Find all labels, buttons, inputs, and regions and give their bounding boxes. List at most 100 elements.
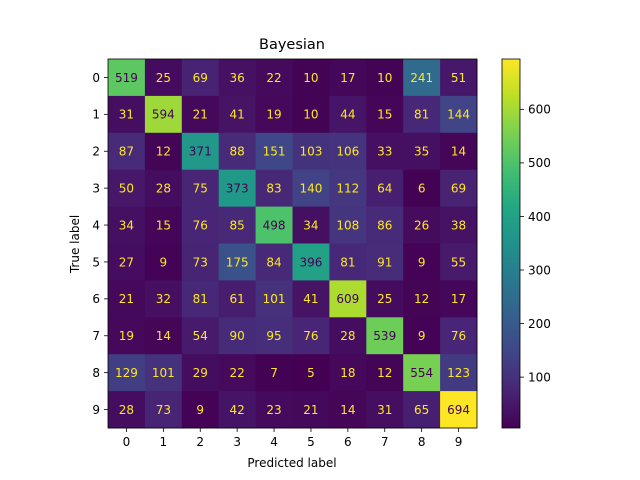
heatmap-cell: [292, 206, 330, 244]
y-tick-label: 8: [92, 366, 100, 380]
heatmap-cell: [292, 95, 330, 134]
cell-value-label: 9: [160, 255, 168, 269]
cell-value-label: 609: [336, 292, 359, 306]
heatmap-cell: [366, 95, 404, 134]
cell-value-label: 34: [303, 218, 318, 232]
cell-value-label: 396: [299, 255, 322, 269]
colorbar: [501, 58, 521, 429]
heatmap-cell: [440, 206, 478, 244]
heatmap-cell: [144, 169, 183, 207]
heatmap-cell: [255, 132, 293, 171]
cell-value-label: 90: [230, 329, 245, 343]
heatmap-cell: [440, 95, 478, 134]
x-tick-label: 1: [160, 435, 168, 449]
cell-value-label: 519: [115, 71, 138, 85]
heatmap-cell: [366, 132, 404, 171]
heatmap-cell: [366, 354, 404, 392]
heatmap-cell: [181, 59, 220, 97]
y-tick-label: 4: [92, 218, 100, 232]
heatmap-cell: [329, 206, 367, 244]
heatmap-cell: [144, 95, 183, 134]
heatmap-cell: [292, 169, 330, 207]
heatmap-cell: [218, 95, 256, 134]
cell-value-label: 144: [447, 108, 470, 122]
cell-value-label: 14: [451, 145, 466, 159]
cell-value-label: 9: [418, 255, 426, 269]
cell-value-label: 81: [193, 292, 208, 306]
heatmap-cell: [218, 391, 256, 429]
heatmap-cell: [440, 243, 478, 281]
heatmap-cell: [108, 206, 146, 244]
heatmap-cell: [181, 391, 220, 429]
cell-value-label: 106: [336, 145, 359, 159]
heatmap-cell: [329, 132, 367, 171]
cell-value-label: 35: [414, 145, 429, 159]
y-tick-label: 2: [92, 145, 100, 159]
heatmap-cell: [144, 206, 183, 244]
x-tick-label: 5: [307, 435, 315, 449]
heatmap-cell: [329, 354, 367, 392]
heatmap-cell: [292, 317, 330, 355]
cell-value-label: 85: [230, 218, 245, 232]
heatmap-cell: [255, 95, 293, 134]
heatmap-cell: [403, 243, 441, 281]
heatmap-cell: [366, 59, 404, 97]
heatmap-cell: [329, 169, 367, 207]
heatmap-cell: [329, 280, 367, 318]
heatmap-cell: [108, 391, 146, 429]
cell-value-label: 19: [119, 329, 134, 343]
heatmap-cell: [218, 354, 256, 392]
x-tick-label: 8: [418, 435, 426, 449]
colorbar-tick-label: 300: [528, 263, 551, 277]
heatmap-cell: [329, 59, 367, 97]
cell-value-label: 83: [266, 181, 281, 195]
colorbar-ticks: 100 200 300 400 500 600: [520, 103, 551, 384]
y-axis-ticks: 0 1 2 3 4 5 6 7 8 9: [92, 71, 108, 417]
cell-value-label: 73: [193, 255, 208, 269]
cell-value-label: 112: [336, 181, 359, 195]
cell-value-label: 95: [266, 329, 281, 343]
cell-value-label: 64: [377, 181, 392, 195]
x-tick-label: 2: [196, 435, 204, 449]
cell-value-label: 34: [119, 218, 134, 232]
heatmap-cell: [440, 391, 478, 429]
cell-value-label: 81: [340, 255, 355, 269]
y-tick-label: 3: [92, 181, 100, 195]
cell-value-label: 5: [307, 366, 315, 380]
cell-value-label: 51: [451, 71, 466, 85]
heatmap-cell: [108, 169, 146, 207]
cell-value-label: 76: [193, 218, 208, 232]
heatmap-cell: [403, 169, 441, 207]
heatmap-cell: [108, 354, 146, 392]
cell-value-label: 69: [451, 181, 466, 195]
cell-value-label: 38: [451, 218, 466, 232]
cell-value-label: 129: [115, 366, 138, 380]
cell-value-label: 10: [303, 108, 318, 122]
heatmap-cell: [144, 132, 183, 171]
colorbar-tick-label: 400: [528, 210, 551, 224]
heatmap-cell: [329, 391, 367, 429]
cell-value-label: 65: [414, 403, 429, 417]
cell-value-label: 75: [193, 181, 208, 195]
heatmap-cell: [403, 280, 441, 318]
heatmap-cell: [108, 132, 146, 171]
heatmap-cell: [144, 354, 183, 392]
cell-value-label: 41: [230, 108, 245, 122]
y-tick-label: 5: [92, 255, 100, 269]
cell-value-label: 103: [299, 145, 322, 159]
heatmap-cell: [108, 280, 146, 318]
x-tick-label: 4: [270, 435, 278, 449]
heatmap-cell: [108, 95, 146, 134]
cell-value-label: 9: [418, 329, 426, 343]
y-tick-label: 6: [92, 292, 100, 306]
heatmap-cell: [366, 169, 404, 207]
cell-value-label: 31: [377, 403, 392, 417]
x-tick-label: 7: [381, 435, 389, 449]
y-tick-label: 1: [92, 108, 100, 122]
heatmap-cell: [366, 243, 404, 281]
heatmap-cell: [255, 280, 293, 318]
heatmap-cell: [108, 317, 146, 355]
cell-value-label: 25: [156, 71, 171, 85]
cell-value-label: 15: [377, 108, 392, 122]
